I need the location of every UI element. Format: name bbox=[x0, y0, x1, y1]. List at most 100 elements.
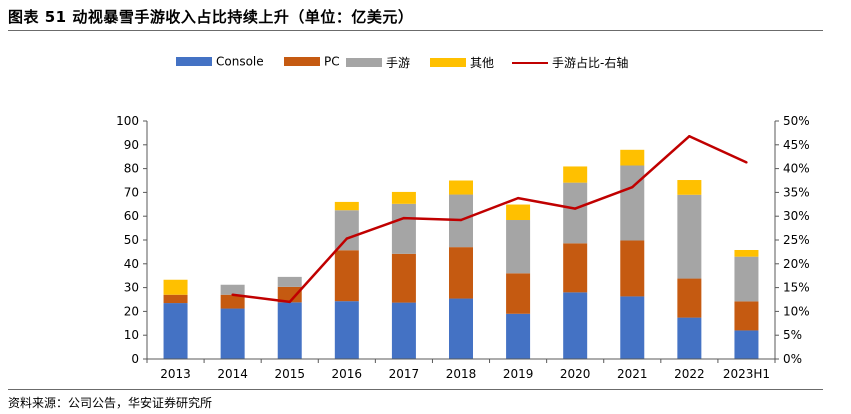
x-tick-label-2015: 2015 bbox=[274, 367, 305, 381]
right-tick-label-0%: 0% bbox=[783, 352, 802, 366]
left-tick-label-60: 60 bbox=[124, 209, 139, 223]
bar-layer bbox=[163, 149, 759, 359]
line-mobile-share bbox=[232, 134, 747, 304]
right-tick-label-35%: 35% bbox=[783, 185, 810, 199]
legend-swatch-other bbox=[430, 58, 466, 67]
bar--2021 bbox=[620, 149, 645, 166]
bar-console-2022 bbox=[677, 317, 702, 359]
legend-label-pc: PC bbox=[324, 54, 340, 69]
point-mobile-share-2019 bbox=[516, 196, 520, 200]
point-mobile-share-2018 bbox=[459, 218, 463, 222]
bar-console-2015 bbox=[277, 302, 302, 359]
bar-pc-2015 bbox=[277, 286, 302, 303]
x-tick-label-2013: 2013 bbox=[160, 367, 191, 381]
bar--2017 bbox=[391, 191, 416, 204]
bar-pc-2016 bbox=[334, 250, 359, 302]
x-tick-label-2022: 2022 bbox=[674, 367, 705, 381]
bar-console-2016 bbox=[334, 301, 359, 359]
x-tick-label-2014: 2014 bbox=[217, 367, 248, 381]
bar--2023h1 bbox=[734, 249, 759, 257]
bar-console-2014 bbox=[220, 308, 245, 359]
bar-pc-2013 bbox=[163, 294, 188, 304]
title-divider bbox=[8, 30, 823, 31]
x-tick-label-2018: 2018 bbox=[446, 367, 477, 381]
bar-pc-2019 bbox=[506, 273, 531, 314]
legend-label-console: Console bbox=[216, 54, 264, 69]
bar--2020 bbox=[563, 182, 588, 244]
point-mobile-share-2021 bbox=[631, 185, 634, 189]
bar--2017 bbox=[391, 203, 416, 254]
right-tick-label-5%: 5% bbox=[783, 328, 802, 342]
right-tick-label-25%: 25% bbox=[783, 233, 810, 247]
bar--2016 bbox=[334, 201, 359, 211]
legend-swatch-console bbox=[176, 57, 212, 66]
right-tick-label-40%: 40% bbox=[783, 162, 810, 176]
bar--2016 bbox=[334, 210, 359, 251]
left-tick-label-50: 50 bbox=[124, 233, 139, 247]
point-mobile-share-2022 bbox=[688, 135, 691, 138]
footer-divider bbox=[8, 389, 823, 390]
bar-pc-2017 bbox=[391, 253, 416, 303]
x-tick-label-2023h1: 2023H1 bbox=[723, 367, 770, 381]
legend-label-other: 其他 bbox=[470, 56, 495, 70]
legend-item-other: 其他 bbox=[430, 54, 494, 71]
bar-console-2018 bbox=[449, 298, 473, 359]
point-mobile-share-2020 bbox=[573, 207, 577, 210]
bar-pc-2020 bbox=[563, 243, 588, 293]
x-tick-label-2020: 2020 bbox=[560, 367, 591, 381]
right-tick-label-10%: 10% bbox=[783, 304, 810, 318]
bar--2023h1 bbox=[734, 256, 759, 302]
source-note: 资料来源：公司公告，华安证券研究所 bbox=[8, 396, 213, 410]
bar-pc-2022 bbox=[677, 278, 702, 318]
right-tick-label-20%: 20% bbox=[783, 257, 810, 271]
bar--2015 bbox=[277, 276, 302, 287]
bar--2019 bbox=[506, 204, 531, 221]
left-tick-label-20: 20 bbox=[124, 304, 139, 318]
left-tick-label-30: 30 bbox=[124, 281, 139, 295]
x-tick-label-2021: 2021 bbox=[617, 367, 648, 381]
legend-item-console: Console bbox=[176, 54, 264, 69]
bar--2018 bbox=[449, 180, 473, 195]
bar-console-2020 bbox=[563, 292, 588, 359]
legend-item-mobile-share: 手游占比-右轴 bbox=[512, 54, 628, 71]
right-tick-label-50%: 50% bbox=[783, 114, 810, 128]
bar--2014 bbox=[220, 284, 245, 295]
bar--2022 bbox=[677, 180, 702, 195]
legend-swatch-mobile bbox=[346, 58, 382, 67]
right-tick-label-45%: 45% bbox=[783, 138, 810, 152]
bar-pc-2018 bbox=[449, 247, 473, 299]
left-tick-label-40: 40 bbox=[124, 257, 139, 271]
bar-console-2023h1 bbox=[734, 330, 759, 359]
point-mobile-share-2023h1 bbox=[745, 161, 748, 164]
x-tick-label-2016: 2016 bbox=[332, 367, 363, 381]
bar-console-2017 bbox=[391, 302, 416, 359]
x-tick-label-2017: 2017 bbox=[389, 367, 420, 381]
x-tick-label-2019: 2019 bbox=[503, 367, 534, 381]
left-tick-label-10: 10 bbox=[124, 328, 139, 342]
bar--2021 bbox=[620, 165, 645, 241]
right-tick-label-15%: 15% bbox=[783, 281, 810, 295]
point-mobile-share-2014 bbox=[231, 293, 234, 296]
legend-label-mobile-share: 手游占比-右轴 bbox=[552, 56, 629, 70]
bar-pc-2014 bbox=[220, 294, 245, 309]
left-tick-label-70: 70 bbox=[124, 185, 139, 199]
legend-label-mobile: 手游 bbox=[386, 56, 411, 70]
left-tick-label-100: 100 bbox=[116, 114, 139, 128]
bar-pc-2023h1 bbox=[734, 301, 759, 331]
bar-pc-2021 bbox=[620, 240, 645, 297]
bar--2019 bbox=[506, 220, 531, 274]
bar-console-2013 bbox=[163, 303, 188, 359]
left-tick-label-90: 90 bbox=[124, 138, 139, 152]
legend-item-mobile: 手游 bbox=[346, 54, 410, 71]
chart-title: 图表 51 动视暴雪手游收入占比持续上升（单位：亿美元） bbox=[8, 8, 414, 26]
legend-swatch-pc bbox=[284, 57, 320, 66]
bar--2013 bbox=[163, 279, 188, 295]
legend-line-mobile-share bbox=[512, 61, 548, 64]
point-mobile-share-2016 bbox=[345, 237, 349, 240]
legend-item-pc: PC bbox=[284, 54, 340, 69]
right-tick-label-30%: 30% bbox=[783, 209, 810, 223]
point-mobile-share-2017 bbox=[402, 216, 406, 220]
point-mobile-share-2015 bbox=[288, 300, 291, 304]
left-tick-label-0: 0 bbox=[131, 352, 139, 366]
